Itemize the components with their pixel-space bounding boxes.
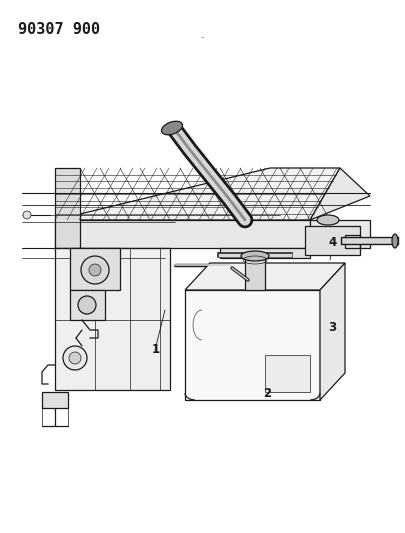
Polygon shape bbox=[185, 263, 345, 290]
Polygon shape bbox=[245, 258, 265, 290]
Polygon shape bbox=[55, 248, 170, 390]
Circle shape bbox=[89, 264, 101, 276]
Polygon shape bbox=[310, 168, 370, 220]
Circle shape bbox=[81, 256, 109, 284]
Ellipse shape bbox=[392, 234, 398, 248]
Text: .: . bbox=[201, 30, 204, 39]
Polygon shape bbox=[55, 220, 310, 248]
Circle shape bbox=[78, 296, 96, 314]
Polygon shape bbox=[70, 248, 120, 290]
Polygon shape bbox=[220, 248, 310, 258]
Polygon shape bbox=[42, 392, 68, 408]
Circle shape bbox=[69, 352, 81, 364]
Text: 1: 1 bbox=[152, 343, 160, 356]
Polygon shape bbox=[305, 226, 360, 255]
Text: 4: 4 bbox=[328, 236, 336, 249]
Text: 90307 900: 90307 900 bbox=[18, 22, 100, 37]
Ellipse shape bbox=[162, 121, 183, 135]
Ellipse shape bbox=[317, 215, 339, 225]
Polygon shape bbox=[55, 168, 340, 220]
Circle shape bbox=[63, 346, 87, 370]
Polygon shape bbox=[310, 220, 370, 248]
Polygon shape bbox=[320, 263, 345, 400]
Text: 2: 2 bbox=[263, 387, 271, 400]
Polygon shape bbox=[185, 290, 320, 400]
Ellipse shape bbox=[241, 251, 269, 261]
Text: 3: 3 bbox=[328, 321, 336, 334]
Circle shape bbox=[23, 211, 31, 219]
Polygon shape bbox=[70, 290, 105, 320]
Polygon shape bbox=[265, 355, 310, 392]
Polygon shape bbox=[55, 168, 80, 248]
